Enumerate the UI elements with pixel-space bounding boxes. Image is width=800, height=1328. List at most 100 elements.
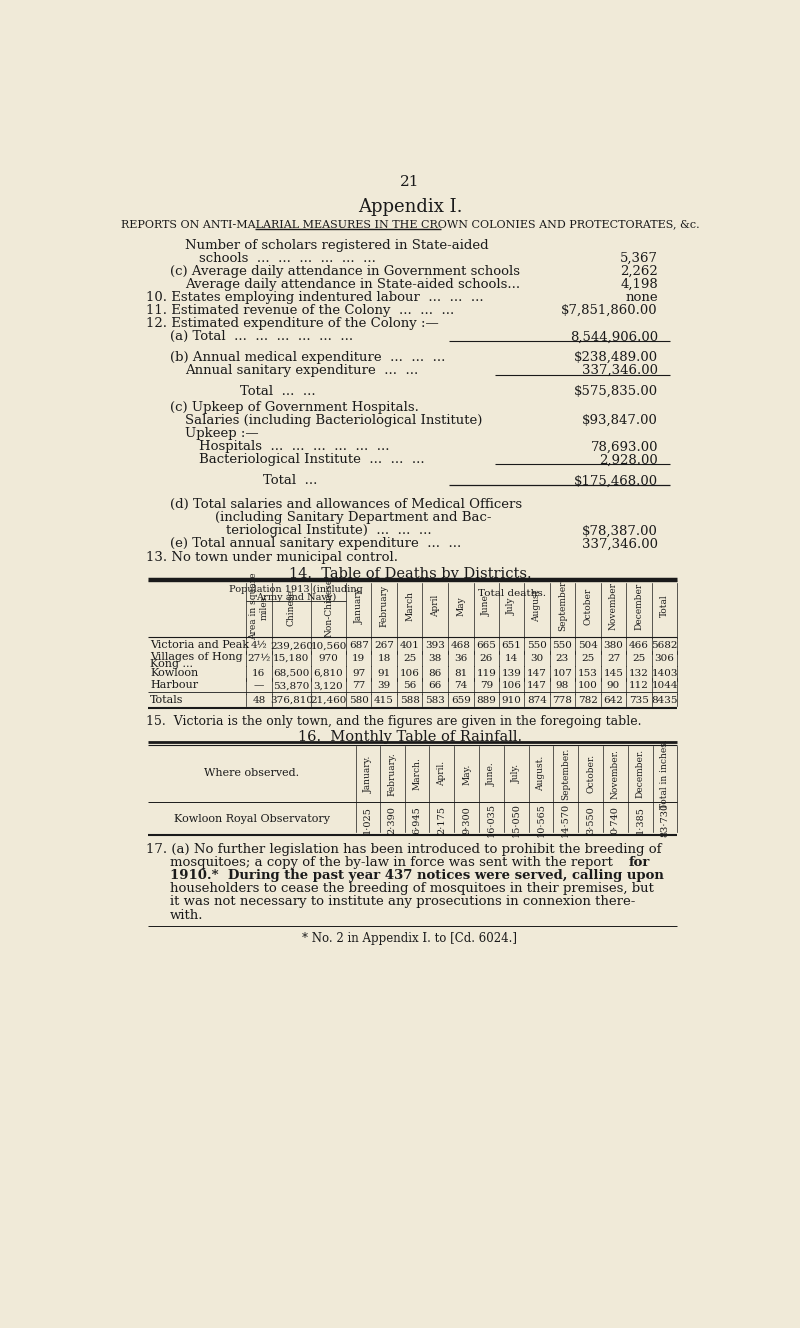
Text: 98: 98 (556, 681, 569, 691)
Text: REPORTS ON ANTI-MALARIAL MEASURES IN THE CROWN COLONIES AND PROTECTORATES, &c.: REPORTS ON ANTI-MALARIAL MEASURES IN THE… (121, 219, 699, 230)
Text: teriological Institute)  ...  ...  ...: teriological Institute) ... ... ... (226, 525, 431, 538)
Text: $93,847.00: $93,847.00 (582, 414, 658, 428)
Text: 9·300: 9·300 (462, 806, 471, 834)
Text: November.: November. (611, 749, 620, 798)
Text: 778: 778 (552, 696, 572, 705)
Text: 21: 21 (400, 175, 420, 189)
Text: August: August (532, 590, 542, 622)
Text: Kong ...: Kong ... (150, 659, 194, 669)
Text: 25: 25 (632, 653, 646, 663)
Text: 53,870: 53,870 (274, 681, 310, 691)
Text: 1044: 1044 (651, 681, 678, 691)
Text: September.: September. (562, 748, 570, 799)
Text: 665: 665 (477, 641, 496, 651)
Text: 735: 735 (629, 696, 649, 705)
Text: householders to cease the breeding of mosquitoes in their premises, but: householders to cease the breeding of mo… (170, 882, 654, 895)
Text: 91: 91 (378, 669, 390, 679)
Text: 687: 687 (349, 641, 369, 651)
Text: 1·025: 1·025 (363, 806, 372, 834)
Text: January.: January. (363, 756, 372, 793)
Text: April: April (430, 595, 440, 618)
Text: 6·945: 6·945 (413, 806, 422, 834)
Text: $78,387.00: $78,387.00 (582, 525, 658, 538)
Text: 239,260: 239,260 (270, 641, 313, 651)
Text: 83·730: 83·730 (661, 803, 670, 837)
Text: 874: 874 (526, 696, 546, 705)
Text: 66: 66 (429, 681, 442, 691)
Text: 14·570: 14·570 (562, 803, 570, 837)
Text: October: October (583, 587, 592, 624)
Text: 1·385: 1·385 (636, 806, 645, 834)
Text: 642: 642 (603, 696, 623, 705)
Text: 10·565: 10·565 (537, 803, 546, 837)
Text: March: March (405, 591, 414, 622)
Text: Total: Total (660, 595, 669, 618)
Text: Chinese.: Chinese. (287, 586, 296, 625)
Text: 107: 107 (552, 669, 572, 679)
Text: 74: 74 (454, 681, 467, 691)
Text: 580: 580 (349, 696, 369, 705)
Text: 147: 147 (526, 681, 546, 691)
Text: August.: August. (537, 756, 546, 791)
Text: 145: 145 (603, 669, 623, 679)
Text: June: June (482, 595, 491, 616)
Text: 5,367: 5,367 (620, 252, 658, 264)
Text: 15·050: 15·050 (512, 803, 521, 837)
Text: 79: 79 (480, 681, 493, 691)
Text: 30: 30 (530, 653, 543, 663)
Text: 38: 38 (429, 653, 442, 663)
Text: 147: 147 (526, 669, 546, 679)
Text: 17. (a) No further legislation has been introduced to prohibit the breeding of: 17. (a) No further legislation has been … (146, 843, 662, 857)
Text: 659: 659 (451, 696, 470, 705)
Text: $238,489.00: $238,489.00 (574, 351, 658, 364)
Text: April.: April. (438, 761, 446, 786)
Text: (including Sanitary Department and Bac-: (including Sanitary Department and Bac- (214, 511, 491, 525)
Text: 6,810: 6,810 (314, 669, 343, 679)
Text: Upkeep :—: Upkeep :— (186, 428, 259, 441)
Text: 4,198: 4,198 (620, 278, 658, 291)
Text: 401: 401 (400, 641, 419, 651)
Text: Harbour: Harbour (150, 680, 198, 689)
Text: mosquitoes; a copy of the by-law in force was sent with the report: mosquitoes; a copy of the by-law in forc… (170, 857, 613, 870)
Text: 2·175: 2·175 (438, 806, 446, 834)
Text: 26: 26 (480, 653, 493, 663)
Text: 77: 77 (352, 681, 366, 691)
Text: 106: 106 (502, 681, 522, 691)
Text: 550: 550 (526, 641, 546, 651)
Text: 21,460: 21,460 (310, 696, 347, 705)
Text: 11. Estimated revenue of the Colony  ...  ...  ...: 11. Estimated revenue of the Colony ... … (146, 304, 454, 317)
Text: 39: 39 (378, 681, 390, 691)
Text: 504: 504 (578, 641, 598, 651)
Text: 48: 48 (252, 696, 266, 705)
Text: December.: December. (636, 749, 645, 798)
Text: 81: 81 (454, 669, 467, 679)
Text: Total deaths.: Total deaths. (478, 590, 546, 598)
Text: Number of scholars registered in State-aided: Number of scholars registered in State-a… (186, 239, 489, 252)
Text: 0·740: 0·740 (611, 806, 620, 834)
Text: February: February (379, 584, 389, 627)
Text: May: May (456, 596, 466, 616)
Text: 910: 910 (502, 696, 522, 705)
Text: Area in square
miles.: Area in square miles. (249, 572, 269, 640)
Text: 119: 119 (477, 669, 496, 679)
Text: 415: 415 (374, 696, 394, 705)
Text: 78,693.00: 78,693.00 (590, 441, 658, 453)
Text: (c) Average daily attendance in Government schools: (c) Average daily attendance in Governme… (170, 264, 520, 278)
Text: $575,835.00: $575,835.00 (574, 385, 658, 398)
Text: 23: 23 (556, 653, 569, 663)
Text: 15.  Victoria is the only town, and the figures are given in the foregoing table: 15. Victoria is the only town, and the f… (146, 716, 642, 728)
Text: 4½: 4½ (250, 641, 267, 651)
Text: 8,544,906.00: 8,544,906.00 (570, 331, 658, 344)
Text: 25: 25 (582, 653, 594, 663)
Text: Average daily attendance in State-aided schools...: Average daily attendance in State-aided … (186, 278, 520, 291)
Text: 2·390: 2·390 (388, 806, 397, 834)
Text: Appendix I.: Appendix I. (358, 198, 462, 216)
Text: 3·550: 3·550 (586, 806, 595, 834)
Text: Total  ...  ...: Total ... ... (239, 385, 315, 398)
Text: 68,500: 68,500 (274, 669, 310, 679)
Text: 16·035: 16·035 (487, 803, 496, 837)
Text: June.: June. (487, 762, 496, 786)
Text: 18: 18 (378, 653, 390, 663)
Text: 583: 583 (426, 696, 445, 705)
Text: Total  ...: Total ... (262, 474, 317, 487)
